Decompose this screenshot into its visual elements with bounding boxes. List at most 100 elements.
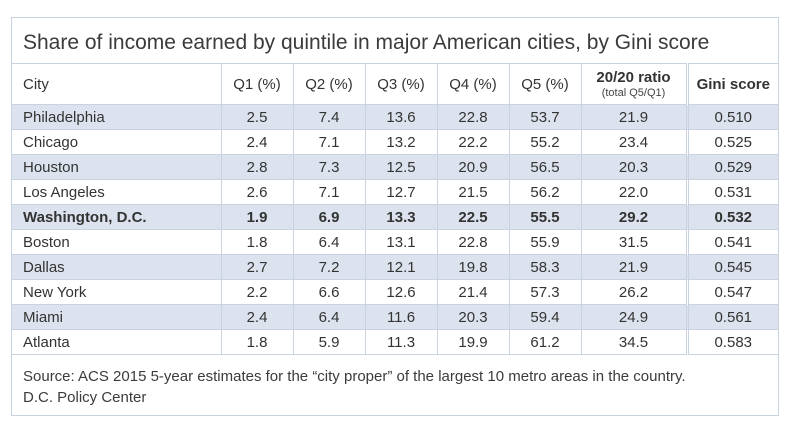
cell-q2: 7.3: [293, 154, 366, 180]
cell-q1: 2.7: [221, 254, 294, 280]
col-header-q1: Q1 (%): [221, 63, 294, 105]
cell-ratio: 29.2: [581, 204, 688, 230]
table-row: Philadelphia 2.5 7.4 13.6 22.8 53.7 21.9 0.510: [12, 104, 778, 130]
cell-city: Dallas: [12, 254, 222, 280]
cell-q2: 6.6: [293, 279, 366, 305]
cell-q5: 53.7: [509, 104, 582, 130]
cell-q1: 2.2: [221, 279, 294, 305]
ratio-title: 20/20 ratio: [596, 68, 671, 86]
cell-q1: 2.4: [221, 304, 294, 330]
table-row: New York 2.2 6.6 12.6 21.4 57.3 26.2 0.547: [12, 279, 778, 305]
cell-gini: 0.529: [685, 154, 778, 180]
cell-q4: 21.5: [437, 179, 510, 205]
cell-q4: 20.9: [437, 154, 510, 180]
cell-gini: 0.532: [685, 204, 778, 230]
cell-gini: 0.583: [685, 329, 778, 355]
cell-q3: 12.6: [365, 279, 438, 305]
income-table: City Q1 (%) Q2 (%) Q3 (%) Q4 (%) Q5 (%) …: [12, 63, 778, 355]
cell-ratio: 26.2: [581, 279, 688, 305]
cell-q4: 22.5: [437, 204, 510, 230]
table-row: Washington, D.C. 1.9 6.9 13.3 22.5 55.5 29.2 0.…: [12, 204, 778, 230]
cell-q1: 2.5: [221, 104, 294, 130]
cell-q4: 21.4: [437, 279, 510, 305]
cell-gini: 0.545: [685, 254, 778, 280]
col-header-ratio: 20/20 ratio (total Q5/Q1): [581, 63, 688, 105]
cell-q3: 13.6: [365, 104, 438, 130]
cell-gini: 0.531: [685, 179, 778, 205]
cell-q3: 12.5: [365, 154, 438, 180]
cell-q3: 11.6: [365, 304, 438, 330]
source-text: Source: ACS 2015 5-year estimates for th…: [23, 368, 686, 385]
table-row: Atlanta 1.8 5.9 11.3 19.9 61.2 34.5 0.583: [12, 329, 778, 355]
cell-gini: 0.541: [685, 229, 778, 255]
cell-city: Washington, D.C.: [12, 204, 222, 230]
cell-q1: 1.8: [221, 329, 294, 355]
table-row: Miami 2.4 6.4 11.6 20.3 59.4 24.9 0.561: [12, 304, 778, 330]
cell-q3: 12.7: [365, 179, 438, 205]
cell-q2: 7.4: [293, 104, 366, 130]
table-row: Chicago 2.4 7.1 13.2 22.2 55.2 23.4 0.525: [12, 129, 778, 155]
cell-ratio: 23.4: [581, 129, 688, 155]
cell-q4: 22.8: [437, 104, 510, 130]
col-header-city: City: [12, 63, 222, 105]
cell-city: New York: [12, 279, 222, 305]
cell-city: Atlanta: [12, 329, 222, 355]
credit-text: D.C. Policy Center: [23, 389, 147, 406]
cell-q2: 7.1: [293, 129, 366, 155]
cell-gini: 0.525: [685, 129, 778, 155]
ratio-subtitle: (total Q5/Q1): [601, 86, 666, 99]
cell-ratio: 34.5: [581, 329, 688, 355]
cell-q2: 5.9: [293, 329, 366, 355]
cell-gini: 0.547: [685, 279, 778, 305]
chart-title: Share of income earned by quintile in ma…: [23, 31, 710, 54]
header-row: City Q1 (%) Q2 (%) Q3 (%) Q4 (%) Q5 (%) …: [12, 63, 778, 105]
cell-ratio: 21.9: [581, 104, 688, 130]
cell-q4: 20.3: [437, 304, 510, 330]
cell-ratio: 24.9: [581, 304, 688, 330]
cell-q3: 13.2: [365, 129, 438, 155]
cell-q2: 7.2: [293, 254, 366, 280]
cell-q1: 1.9: [221, 204, 294, 230]
col-header-q2: Q2 (%): [293, 63, 366, 105]
cell-q5: 55.2: [509, 129, 582, 155]
cell-q5: 59.4: [509, 304, 582, 330]
cell-q5: 56.2: [509, 179, 582, 205]
table-row: Los Angeles 2.6 7.1 12.7 21.5 56.2 22.0 0.531: [12, 179, 778, 205]
cell-city: Philadelphia: [12, 104, 222, 130]
cell-q5: 55.9: [509, 229, 582, 255]
cell-ratio: 21.9: [581, 254, 688, 280]
cell-q2: 6.4: [293, 229, 366, 255]
cell-ratio: 22.0: [581, 179, 688, 205]
cell-q3: 12.1: [365, 254, 438, 280]
cell-city: Los Angeles: [12, 179, 222, 205]
cell-q5: 58.3: [509, 254, 582, 280]
cell-gini: 0.510: [685, 104, 778, 130]
cell-q5: 55.5: [509, 204, 582, 230]
cell-q4: 19.9: [437, 329, 510, 355]
cell-q3: 13.1: [365, 229, 438, 255]
cell-ratio: 20.3: [581, 154, 688, 180]
col-header-q3: Q3 (%): [365, 63, 438, 105]
table-body: Philadelphia 2.5 7.4 13.6 22.8 53.7 21.9 0.510 C…: [12, 104, 778, 355]
cell-q1: 2.8: [221, 154, 294, 180]
cell-q3: 13.3: [365, 204, 438, 230]
cell-ratio: 31.5: [581, 229, 688, 255]
cell-q5: 56.5: [509, 154, 582, 180]
table-row: Boston 1.8 6.4 13.1 22.8 55.9 31.5 0.541: [12, 229, 778, 255]
cell-city: Boston: [12, 229, 222, 255]
cell-q4: 22.2: [437, 129, 510, 155]
cell-q4: 19.8: [437, 254, 510, 280]
cell-q1: 2.4: [221, 129, 294, 155]
col-header-q5: Q5 (%): [509, 63, 582, 105]
cell-q1: 2.6: [221, 179, 294, 205]
cell-q2: 7.1: [293, 179, 366, 205]
cell-city: Miami: [12, 304, 222, 330]
cell-q4: 22.8: [437, 229, 510, 255]
col-header-gini: Gini score: [685, 63, 778, 105]
cell-q5: 57.3: [509, 279, 582, 305]
cell-q2: 6.4: [293, 304, 366, 330]
table-row: Houston 2.8 7.3 12.5 20.9 56.5 20.3 0.529: [12, 154, 778, 180]
table-frame: Share of income earned by quintile in ma…: [11, 17, 779, 416]
source-note: Source: ACS 2015 5-year estimates for th…: [23, 366, 773, 408]
cell-gini: 0.561: [685, 304, 778, 330]
